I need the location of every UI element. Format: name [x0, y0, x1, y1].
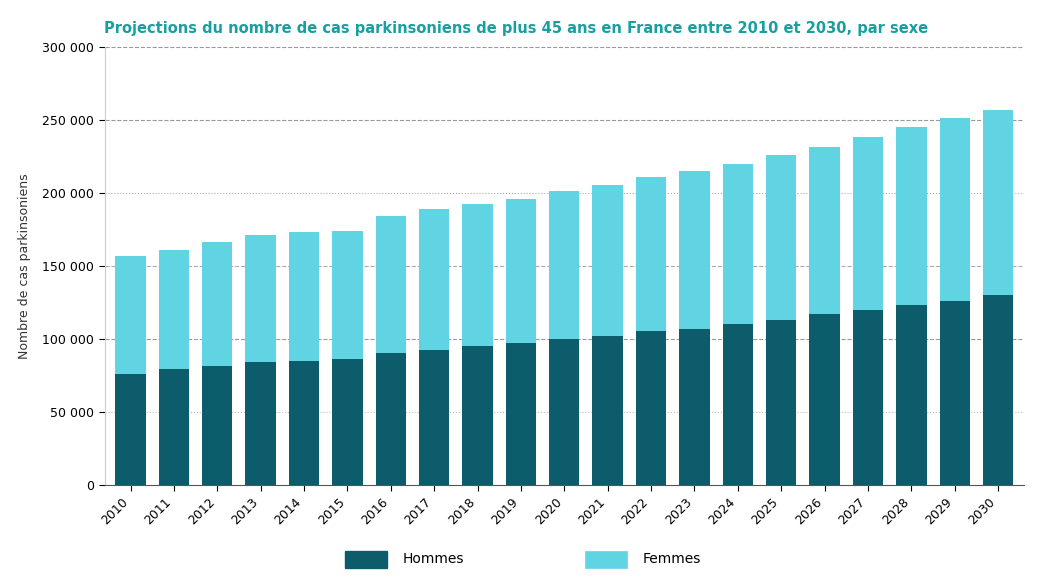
Bar	[288, 232, 319, 361]
Bar	[679, 171, 710, 328]
Bar	[115, 256, 145, 374]
Bar	[766, 320, 796, 485]
Bar	[159, 250, 189, 370]
Bar	[593, 186, 623, 336]
Bar	[375, 353, 405, 485]
Bar	[375, 216, 405, 353]
Bar	[723, 324, 753, 485]
Bar	[983, 110, 1014, 295]
Bar	[159, 370, 189, 485]
Text: Hommes: Hommes	[402, 552, 464, 566]
Bar	[549, 339, 580, 485]
Bar	[419, 350, 449, 485]
Bar	[549, 192, 580, 339]
Bar	[897, 305, 927, 485]
FancyBboxPatch shape	[345, 551, 387, 568]
Bar	[939, 301, 970, 485]
Bar	[506, 343, 536, 485]
Bar	[853, 137, 883, 310]
Bar	[983, 295, 1014, 485]
Bar	[332, 231, 363, 359]
Bar	[506, 199, 536, 343]
Bar	[679, 328, 710, 485]
Y-axis label: Nombre de cas parkinsoniens: Nombre de cas parkinsoniens	[18, 173, 31, 359]
Bar	[766, 155, 796, 320]
Bar	[462, 346, 493, 485]
Bar	[635, 177, 667, 332]
Bar	[897, 127, 927, 305]
FancyBboxPatch shape	[585, 551, 627, 568]
Bar	[723, 164, 753, 324]
Bar	[246, 235, 276, 362]
Text: Femmes: Femmes	[643, 552, 701, 566]
Bar	[202, 367, 232, 485]
Bar	[593, 336, 623, 485]
Bar	[419, 209, 449, 350]
Bar	[288, 361, 319, 485]
Bar	[462, 204, 493, 346]
Bar	[115, 374, 145, 485]
Bar	[853, 310, 883, 485]
Bar	[939, 118, 970, 301]
Bar	[202, 242, 232, 367]
Bar	[810, 148, 840, 314]
Bar	[635, 332, 667, 485]
Bar	[810, 314, 840, 485]
Text: Projections du nombre de cas parkinsoniens de plus 45 ans en France entre 2010 e: Projections du nombre de cas parkinsonie…	[104, 21, 929, 36]
Bar	[246, 362, 276, 485]
Bar	[332, 359, 363, 485]
